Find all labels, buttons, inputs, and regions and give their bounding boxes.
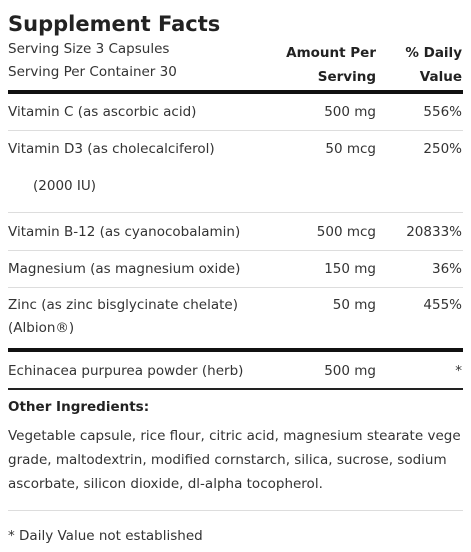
ingredients-line: ascorbate, silicon dioxide, dl-alpha toc… bbox=[8, 476, 323, 492]
daily-value: 36% bbox=[431, 261, 462, 277]
nutrient-name: Vitamin B-12 (as cyanocobalamin) bbox=[8, 224, 241, 240]
rule bbox=[8, 130, 463, 131]
amount: 500 mg bbox=[324, 363, 376, 379]
servings-per-container: Serving Per Container 30 bbox=[8, 64, 177, 80]
rule bbox=[8, 287, 463, 288]
nutrient-name: (2000 IU) bbox=[33, 178, 97, 194]
title: Supplement Facts bbox=[8, 12, 221, 36]
ingredients-line: Vegetable capsule, rice flour, citric ac… bbox=[8, 428, 461, 444]
rule bbox=[8, 510, 463, 511]
daily-value: 250% bbox=[423, 141, 462, 157]
rule bbox=[8, 250, 463, 251]
nutrient-name: Vitamin C (as ascorbic acid) bbox=[8, 104, 197, 120]
rule bbox=[8, 388, 463, 390]
daily-value: 556% bbox=[423, 104, 462, 120]
column-header: Value bbox=[419, 69, 462, 85]
nutrient-name: Vitamin D3 (as cholecalciferol) bbox=[8, 141, 215, 157]
amount: 500 mg bbox=[324, 104, 376, 120]
amount: 50 mcg bbox=[325, 141, 376, 157]
daily-value: * bbox=[455, 363, 462, 379]
amount: 50 mg bbox=[332, 297, 376, 313]
daily-value: 20833% bbox=[406, 224, 462, 240]
amount: 500 mcg bbox=[316, 224, 376, 240]
footnote: * Daily Value not established bbox=[8, 528, 203, 544]
nutrient-name: Magnesium (as magnesium oxide) bbox=[8, 261, 241, 277]
ingredients-heading: Other Ingredients: bbox=[8, 399, 150, 415]
column-header: Amount Per bbox=[286, 45, 376, 61]
column-header: % Daily bbox=[405, 45, 462, 61]
rule bbox=[8, 348, 463, 352]
ingredients-line: grade, maltodextrin, modified cornstarch… bbox=[8, 452, 447, 468]
nutrient-name: (Albion®) bbox=[8, 320, 75, 336]
rule bbox=[8, 212, 463, 213]
nutrient-name: Zinc (as zinc bisglycinate chelate) bbox=[8, 297, 238, 313]
rule bbox=[8, 90, 463, 94]
nutrient-name: Echinacea purpurea powder (herb) bbox=[8, 363, 244, 379]
column-header: Serving bbox=[317, 69, 376, 85]
daily-value: 455% bbox=[423, 297, 462, 313]
serving-size: Serving Size 3 Capsules bbox=[8, 41, 170, 57]
amount: 150 mg bbox=[324, 261, 376, 277]
